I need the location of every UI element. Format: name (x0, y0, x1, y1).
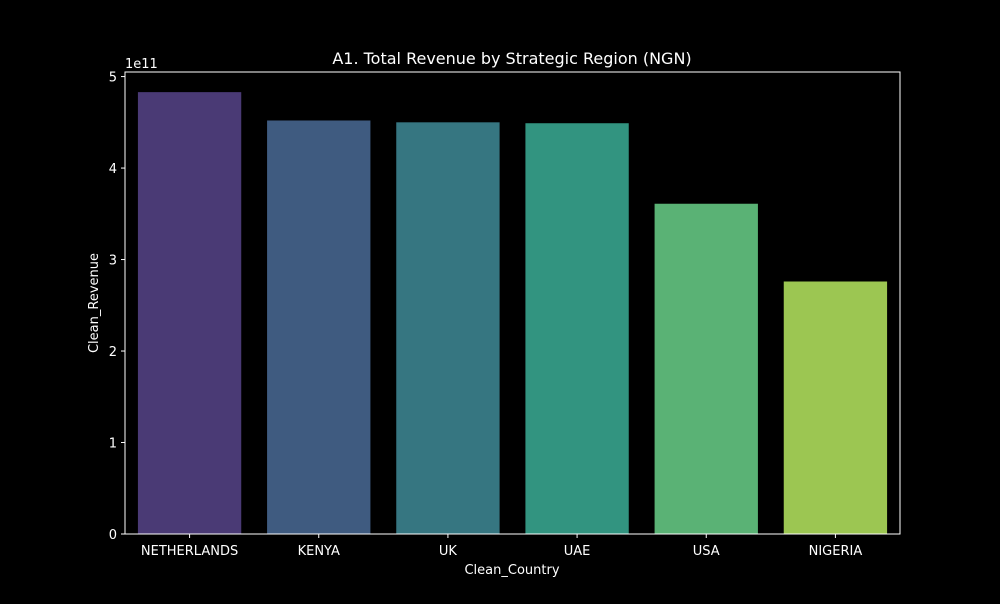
y-tick-label: 5 (109, 71, 117, 86)
bar-nigeria (783, 281, 888, 534)
y-tick-label: 4 (109, 162, 117, 177)
x-tick-label: NIGERIA (809, 544, 863, 559)
plot-frame (124, 71, 901, 535)
bar-netherlands (137, 92, 242, 534)
bars-group (137, 92, 888, 535)
bar-uae (525, 123, 629, 534)
bar-uk (396, 122, 500, 534)
x-tick-label: KENYA (298, 544, 340, 559)
y-axis-ticks: 0 1 2 3 4 5 (109, 71, 125, 543)
x-axis-label: Clean_Country (464, 563, 559, 578)
x-tick-label: USA (693, 544, 720, 559)
y-axis-offset-label: 1e11 (125, 57, 158, 72)
y-tick-label: 0 (109, 528, 117, 543)
x-tick-label: UK (439, 544, 458, 559)
x-axis-ticks: NETHERLANDS KENYA UK UAE USA NIGERIA (141, 534, 862, 559)
x-tick-label: NETHERLANDS (141, 544, 238, 559)
bar-kenya (267, 120, 371, 535)
y-tick-label: 3 (109, 254, 117, 269)
x-tick-label: UAE (564, 544, 591, 559)
bar-usa (654, 203, 758, 534)
y-tick-label: 2 (109, 345, 117, 360)
y-tick-label: 1 (109, 437, 117, 452)
y-axis-label: Clean_Revenue (87, 253, 102, 353)
chart-title: A1. Total Revenue by Strategic Region (N… (332, 49, 691, 68)
